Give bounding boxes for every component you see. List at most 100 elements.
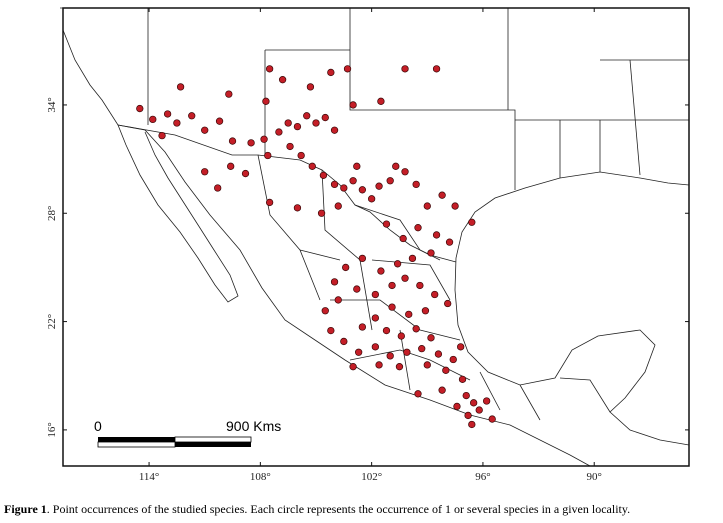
occurrence-point — [265, 198, 274, 207]
occurrence-point — [349, 177, 357, 185]
occurrence-point — [371, 314, 380, 322]
occurrence-point — [438, 191, 446, 199]
occurrence-point — [340, 337, 348, 346]
occurrence-point — [342, 263, 350, 272]
occurrence-point — [393, 260, 402, 268]
occurrence-point — [188, 112, 196, 120]
occurrence-point — [173, 119, 181, 127]
occurrence-point — [382, 220, 391, 228]
occurrence-point — [158, 131, 166, 140]
us-mexico-border — [117, 124, 457, 263]
occurrence-point — [225, 90, 233, 98]
occurrence-point — [434, 350, 443, 358]
occurrence-point — [308, 162, 316, 170]
occurrence-point — [388, 281, 396, 290]
occurrence-point — [327, 326, 335, 335]
occurrence-point — [227, 162, 235, 170]
occurrence-point — [312, 119, 320, 127]
pacific-coast — [62, 29, 591, 467]
occurrence-point — [228, 137, 237, 145]
occurrence-point — [388, 303, 396, 311]
x-tick-label: 96° — [475, 471, 490, 483]
occurrence-point — [163, 110, 172, 118]
occurrence-point — [355, 348, 363, 356]
occurrence-point — [395, 363, 404, 371]
occurrence-point — [408, 254, 417, 263]
x-tick-label: 90° — [587, 471, 602, 483]
scale-end: 900 Kms — [226, 418, 281, 434]
occurrence-point — [286, 142, 294, 151]
occurrence-point — [470, 399, 478, 407]
occurrence-point — [431, 290, 439, 299]
occurrence-point — [427, 334, 435, 342]
occurrence-point — [438, 386, 446, 394]
map-frame — [62, 7, 690, 467]
occurrence-point — [449, 355, 457, 364]
occurrence-point — [482, 397, 491, 405]
occurrence-point — [412, 180, 420, 189]
occurrence-point — [260, 135, 268, 143]
occurrence-point — [418, 345, 426, 353]
occurrence-point — [330, 278, 339, 286]
occurrence-point — [386, 177, 394, 185]
occurrence-point — [427, 249, 435, 257]
occurrence-point — [432, 65, 441, 73]
occurrence-point — [475, 406, 483, 414]
occurrence-point — [334, 296, 342, 304]
occurrence-point — [421, 307, 430, 315]
occurrence-point — [377, 267, 385, 275]
occurrence-point — [367, 195, 376, 203]
occurrence-point — [414, 390, 422, 398]
occurrence-point — [423, 361, 431, 369]
occurrence-point — [371, 343, 380, 351]
occurrence-point — [349, 101, 357, 109]
x-tick-label: 114° — [139, 471, 160, 483]
occurrence-point — [444, 299, 452, 308]
y-tick-label: 28° — [46, 206, 58, 221]
occurrence-point — [214, 184, 222, 192]
occurrence-point — [403, 348, 411, 356]
occurrence-point — [397, 332, 405, 340]
caption-label: Figure 1 — [4, 502, 47, 516]
occurrence-point — [340, 184, 348, 192]
occurrence-point — [442, 366, 450, 374]
base-map — [60, 7, 690, 467]
occurrence-point — [386, 352, 394, 360]
occurrence-point — [405, 310, 413, 319]
occurrence-point — [375, 182, 383, 190]
occurrence-point — [349, 363, 357, 371]
occurrence-point — [358, 254, 367, 263]
caption-text: . Point occurrences of the studied speci… — [47, 502, 630, 516]
occurrence-point — [401, 274, 409, 282]
occurrence-point — [445, 238, 454, 246]
caption: Figure 1. Point occurrences of the studi… — [4, 502, 630, 516]
occurrence-point — [321, 113, 329, 122]
occurrence-point — [201, 168, 209, 176]
occurrence-point — [457, 343, 465, 351]
occurrence-point — [327, 68, 335, 77]
occurrence-point — [358, 323, 367, 331]
gulf-coast — [454, 171, 690, 446]
baja-peninsula — [117, 124, 239, 303]
occurrence-point — [176, 83, 185, 91]
occurrence-point — [343, 65, 352, 73]
scale-segment — [175, 442, 251, 447]
occurrence-point — [306, 83, 315, 91]
occurrence-point — [293, 204, 302, 212]
x-tick-label: 108° — [250, 471, 271, 483]
occurrence-point — [293, 122, 302, 131]
x-tick-label: 102° — [361, 471, 382, 483]
occurrence-point — [371, 290, 380, 299]
occurrence-point — [358, 186, 367, 194]
occurrence-point — [453, 402, 461, 411]
occurrence-point — [353, 162, 361, 170]
occurrence-point — [330, 180, 339, 189]
occurrence-point — [353, 285, 361, 293]
occurrence-point — [399, 234, 407, 243]
occurrence-point — [468, 218, 476, 226]
occurrence-point — [264, 151, 272, 160]
occurrence-point — [488, 415, 496, 423]
scale-start: 0 — [94, 418, 102, 434]
occurrence-point — [377, 97, 385, 105]
